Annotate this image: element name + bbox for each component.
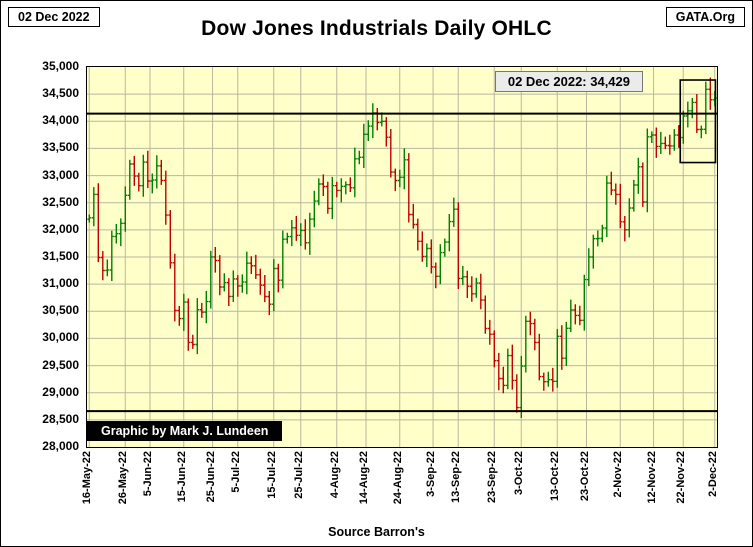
x-tick-label: 2-Dec-22 <box>706 451 719 497</box>
x-tick-label: 5-Jul-22 <box>229 451 242 493</box>
y-tick-label: 33,000 <box>42 167 79 182</box>
x-tick-label: 25-Jun-22 <box>204 451 217 503</box>
chart-title: Dow Jones Industrials Daily OHLC <box>201 17 552 40</box>
y-tick-label: 32,500 <box>42 194 79 209</box>
x-tick-label: 5-Jun-22 <box>142 451 154 497</box>
x-tick-label: 15-Jun-22 <box>175 451 188 503</box>
x-tick-label: 23-Sep-22 <box>486 451 499 503</box>
x-tick-label: 4-Aug-22 <box>328 451 341 499</box>
brand-box: GATA.Org <box>665 7 745 27</box>
x-tick-label: 14-Aug-22 <box>358 451 370 505</box>
x-tick-label: 22-Nov-22 <box>675 451 688 504</box>
last-price-annotation: 02 Dec 2022: 34,429 <box>494 71 643 92</box>
y-tick-label: 30,500 <box>42 303 79 318</box>
y-tick-label: 30,000 <box>42 330 79 345</box>
y-tick-label: 31,000 <box>42 276 79 291</box>
y-tick-label: 28,500 <box>42 411 79 426</box>
brand-label: GATA.Org <box>675 10 735 24</box>
x-tick-label: 13-Sep-22 <box>450 451 463 503</box>
y-tick-label: 34,500 <box>42 86 79 101</box>
x-tick-label: 15-Jul-22 <box>265 451 278 499</box>
plot-area: 02 Dec 2022: 34,429 Graphic by Mark J. L… <box>86 66 718 448</box>
last-price-text: 02 Dec 2022: 34,429 <box>507 74 630 89</box>
date-stamp-label: 02 Dec 2022 <box>18 10 90 24</box>
y-tick-label: 32,000 <box>42 221 79 236</box>
x-tick-label: 13-Oct-22 <box>549 451 562 502</box>
x-tick-label: 16-May-22 <box>81 451 94 505</box>
author-watermark-text: Graphic by Mark J. Lundeen <box>101 424 269 438</box>
x-tick-label: 24-Aug-22 <box>391 451 404 505</box>
author-watermark: Graphic by Mark J. Lundeen <box>87 421 283 441</box>
x-tick-label: 23-Oct-22 <box>578 451 591 502</box>
y-tick-label: 28,000 <box>42 439 79 453</box>
y-tick-label: 29,500 <box>42 357 79 372</box>
x-tick-label: 25-Jul-22 <box>292 451 305 499</box>
source-caption: Source Barron's <box>328 525 425 539</box>
ohlc-canvas <box>87 67 717 447</box>
x-tick-label: 3-Sep-22 <box>425 451 438 497</box>
y-tick-label: 31,500 <box>42 249 79 263</box>
y-tick-label: 29,000 <box>42 384 79 399</box>
x-tick-label: 12-Nov-22 <box>645 451 658 504</box>
y-tick-label: 35,000 <box>42 59 79 73</box>
date-stamp-box: 02 Dec 2022 <box>8 7 100 27</box>
y-tick-label: 34,000 <box>42 113 79 128</box>
x-tick-label: 2-Nov-22 <box>612 451 625 498</box>
y-tick-label: 33,500 <box>42 140 79 155</box>
x-tick-label: 26-May-22 <box>117 451 130 505</box>
x-tick-label: 3-Oct-22 <box>513 451 526 496</box>
